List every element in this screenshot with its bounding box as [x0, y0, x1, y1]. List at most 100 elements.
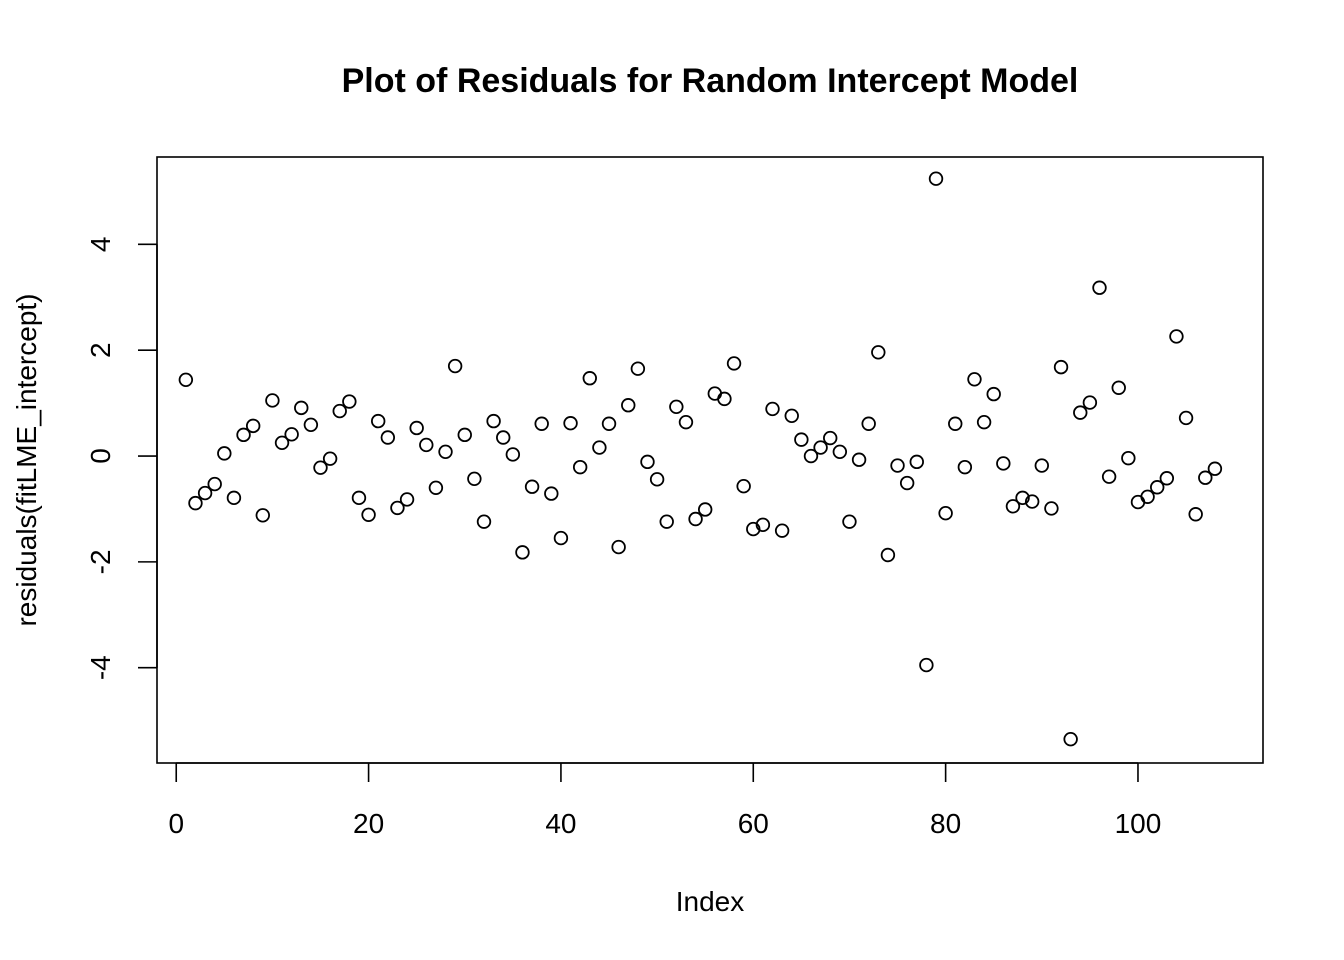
data-point — [1140, 489, 1155, 504]
data-point — [755, 517, 771, 533]
x-axis-label: Index — [676, 886, 745, 917]
data-point — [332, 403, 347, 419]
data-point — [823, 430, 838, 446]
data-point — [342, 394, 357, 409]
data-point — [265, 393, 280, 408]
data-point — [774, 523, 790, 538]
x-tick-label: 60 — [738, 808, 769, 839]
x-axis: 0 20 40 60 80 100 — [168, 762, 1162, 839]
data-point — [986, 386, 1001, 402]
data-point — [313, 460, 328, 475]
data-point — [976, 414, 992, 430]
data-point — [842, 514, 857, 529]
data-point — [217, 446, 232, 461]
data-point — [880, 547, 896, 563]
data-point — [178, 372, 194, 388]
data-point — [1034, 458, 1050, 473]
data-point — [919, 657, 934, 673]
data-point — [1159, 471, 1175, 486]
data-point — [640, 454, 655, 470]
data-point — [476, 514, 492, 529]
data-point — [707, 386, 723, 401]
data-point — [659, 514, 674, 529]
data-point — [1044, 501, 1059, 516]
data-point — [611, 539, 626, 555]
data-point — [1198, 470, 1213, 485]
data-point — [813, 440, 828, 455]
data-point — [1092, 280, 1107, 295]
plot-frame — [156, 156, 1264, 764]
data-point — [938, 505, 953, 521]
data-point — [832, 444, 848, 459]
data-point — [284, 427, 299, 442]
data-point — [563, 416, 578, 431]
data-point — [928, 171, 944, 186]
data-point — [438, 444, 453, 459]
data-point — [630, 361, 646, 376]
data-point — [245, 418, 261, 434]
data-point — [255, 508, 270, 523]
data-point — [601, 416, 617, 431]
data-point — [669, 399, 684, 415]
data-point — [1005, 499, 1021, 514]
data-point — [765, 401, 780, 417]
data-point — [803, 448, 819, 464]
data-point — [1150, 480, 1165, 495]
data-point — [1188, 507, 1203, 522]
data-point — [726, 356, 742, 371]
data-point — [457, 427, 472, 443]
data-point — [361, 507, 376, 522]
data-point — [746, 521, 761, 537]
data-point — [188, 495, 203, 511]
data-point — [871, 345, 886, 360]
data-point — [899, 475, 915, 491]
data-point — [294, 400, 309, 416]
data-point — [371, 413, 386, 429]
data-point — [419, 437, 434, 453]
data-point — [1063, 731, 1078, 747]
data-point — [399, 492, 415, 507]
x-tick-label: 20 — [353, 808, 384, 839]
data-point — [505, 447, 521, 462]
data-point — [534, 416, 549, 431]
data-point — [1073, 405, 1088, 420]
data-point — [428, 480, 444, 495]
y-tick-label: -4 — [85, 655, 116, 680]
data-point — [274, 435, 290, 450]
data-point — [909, 454, 924, 470]
data-point — [678, 414, 694, 430]
data-point — [1082, 395, 1098, 410]
data-point — [697, 502, 713, 517]
data-point — [784, 408, 799, 424]
y-tick-label: 0 — [85, 448, 116, 464]
data-point — [592, 440, 607, 455]
data-point — [851, 452, 867, 467]
data-point — [409, 420, 424, 436]
data-point — [649, 472, 665, 487]
data-point — [524, 479, 540, 494]
data-points — [178, 171, 1223, 747]
x-tick-label: 100 — [1115, 808, 1162, 839]
data-point — [236, 427, 251, 443]
data-point — [688, 511, 703, 527]
data-point — [553, 530, 569, 546]
data-point — [967, 372, 982, 387]
data-point — [1015, 490, 1030, 506]
data-point — [957, 459, 973, 475]
x-tick-label: 40 — [545, 808, 576, 839]
data-point — [380, 430, 396, 445]
data-point — [1053, 359, 1069, 375]
data-point — [447, 358, 463, 374]
data-point — [1169, 329, 1184, 344]
y-tick-label: 4 — [85, 237, 116, 253]
data-point — [582, 371, 597, 386]
x-tick-label: 0 — [168, 808, 184, 839]
data-point — [1024, 494, 1040, 509]
data-point — [948, 416, 963, 431]
data-point — [1178, 410, 1194, 426]
chart-title: Plot of Residuals for Random Intercept M… — [342, 62, 1079, 100]
data-point — [1101, 469, 1117, 484]
x-tick-label: 80 — [930, 808, 961, 839]
data-point — [861, 416, 876, 431]
